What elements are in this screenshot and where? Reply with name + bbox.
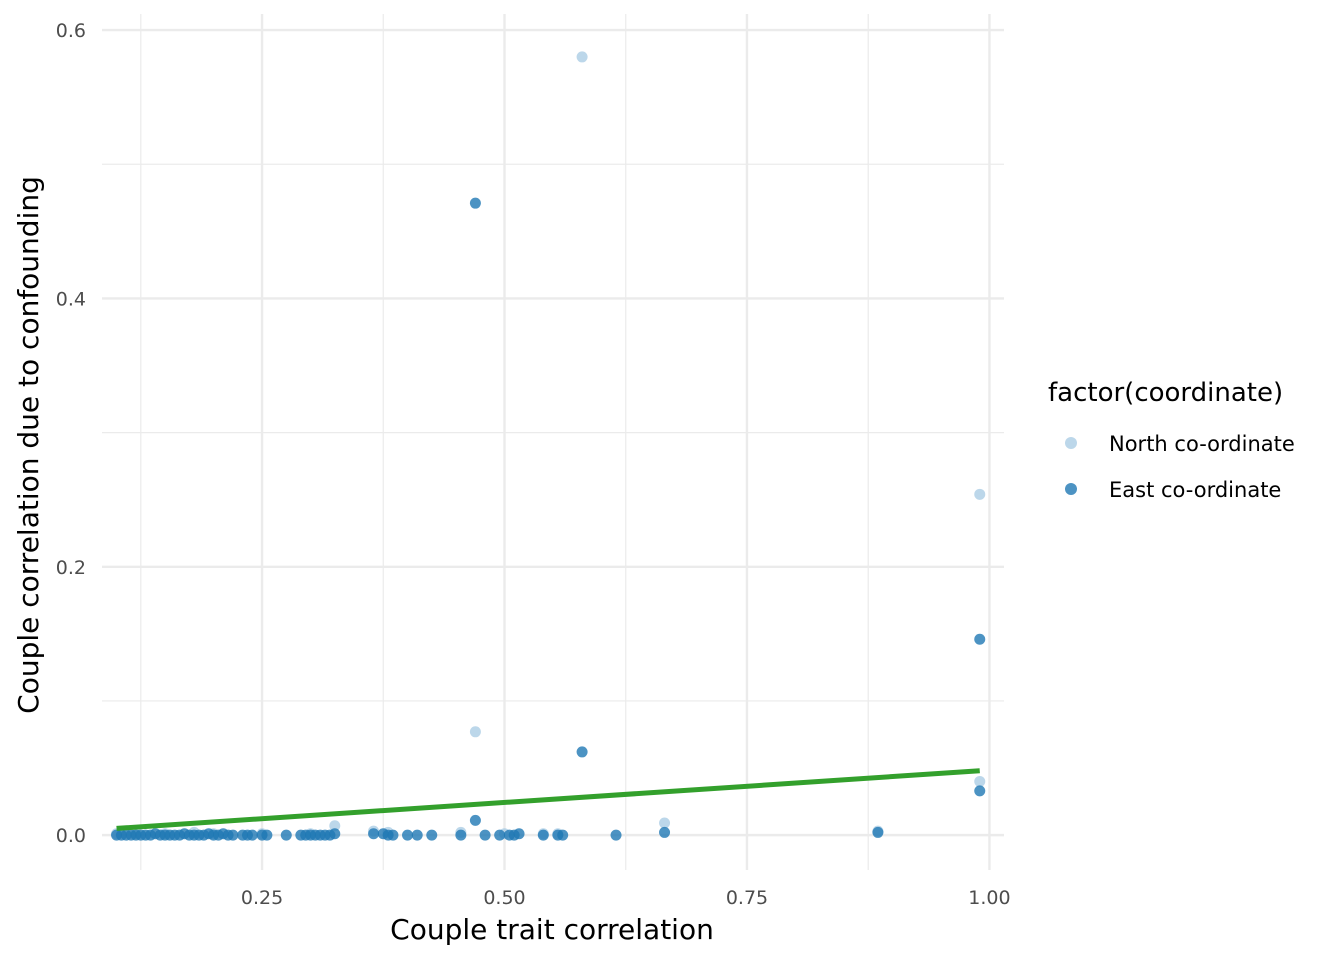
east-point <box>261 829 273 841</box>
x-tick-label: 0.75 <box>726 887 768 909</box>
east-point <box>576 746 588 758</box>
east-point <box>469 197 481 209</box>
y-tick-label: 0.6 <box>56 20 86 42</box>
y-axis-title: Couple correlation due to confounding <box>12 176 45 714</box>
legend-label-east: East co-ordinate <box>1109 478 1281 502</box>
east-point <box>494 829 506 841</box>
trend-line <box>116 768 980 831</box>
legend-title: factor(coordinate) <box>1048 378 1283 408</box>
legend-label-north: North co-ordinate <box>1109 432 1295 456</box>
legend: factor(coordinate) North co-ordinate Eas… <box>1048 378 1295 502</box>
east-point <box>659 826 671 838</box>
east-point <box>329 828 341 840</box>
east-point <box>387 829 399 841</box>
trend-line-group <box>116 768 980 831</box>
x-axis-tick-labels: 0.25 0.50 0.75 1.00 <box>241 887 1011 909</box>
east-point <box>368 828 380 840</box>
east-point <box>513 828 525 840</box>
east-point <box>974 633 986 645</box>
minor-gridlines <box>102 14 1004 870</box>
north-point <box>469 726 481 738</box>
east-point <box>557 829 569 841</box>
x-tick-label: 0.25 <box>241 887 283 909</box>
y-tick-label: 0.2 <box>56 557 86 579</box>
y-tick-label: 0.4 <box>56 288 86 310</box>
x-tick-label: 1.00 <box>968 887 1010 909</box>
y-tick-label: 0.0 <box>56 825 86 847</box>
east-point <box>974 785 986 797</box>
east-point <box>246 829 258 841</box>
east-point <box>227 829 239 841</box>
east-point <box>411 829 423 841</box>
north-point <box>329 820 341 832</box>
y-axis-tick-labels: 0.0 0.2 0.4 0.6 <box>56 20 86 847</box>
east-coordinate-points <box>111 197 986 841</box>
east-point <box>537 829 549 841</box>
north-point <box>974 775 986 787</box>
east-point <box>402 829 414 841</box>
east-point <box>872 826 884 838</box>
legend-key-east <box>1065 483 1077 495</box>
east-point <box>280 829 292 841</box>
north-point <box>659 817 671 829</box>
east-point <box>479 829 491 841</box>
north-coordinate-points <box>111 51 986 840</box>
north-point <box>576 51 588 63</box>
north-point <box>974 488 986 500</box>
east-point <box>610 829 622 841</box>
east-point <box>455 829 467 841</box>
x-axis-title: Couple trait correlation <box>390 913 714 946</box>
x-tick-label: 0.50 <box>483 887 525 909</box>
legend-key-north <box>1065 437 1077 449</box>
east-point <box>469 814 481 826</box>
east-point <box>426 829 438 841</box>
